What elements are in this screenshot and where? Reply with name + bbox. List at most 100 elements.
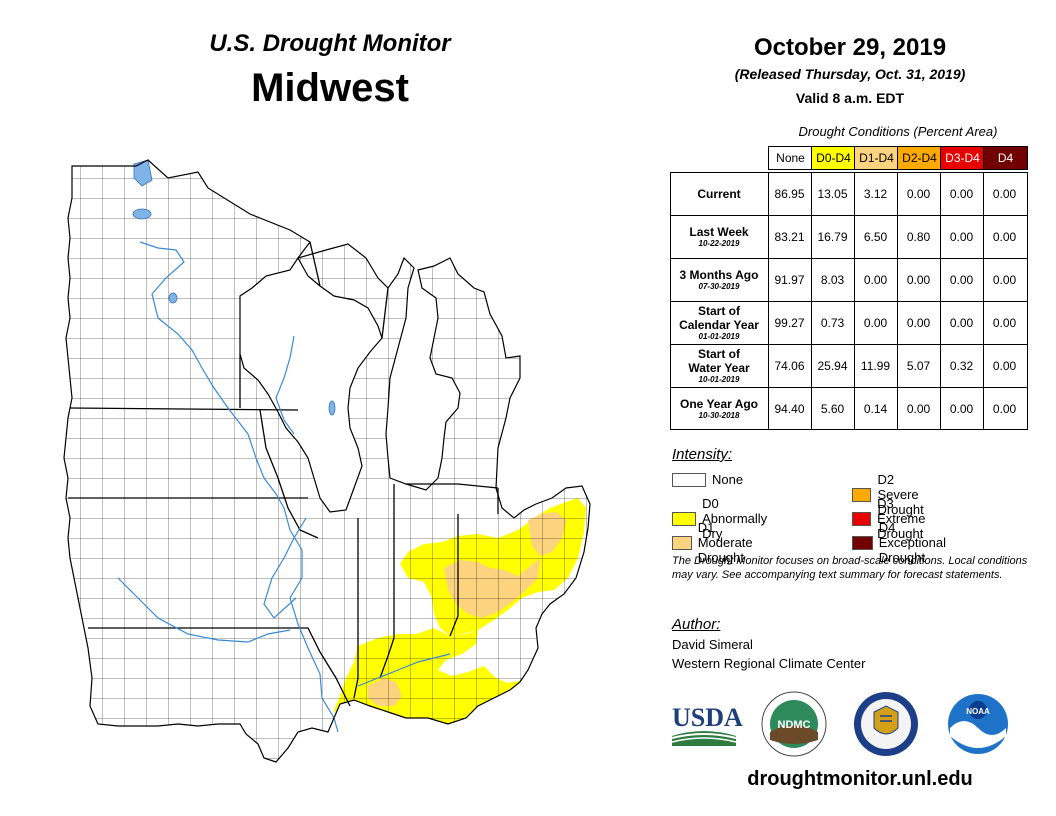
table-cell: 0.00 bbox=[906, 315, 931, 330]
row-date: 07-30-2019 bbox=[698, 282, 740, 291]
row-date: 01-01-2019 bbox=[698, 332, 740, 341]
table-cell: 0.00 bbox=[863, 272, 888, 287]
legend-item: D4 Exceptional Drought bbox=[852, 520, 959, 565]
ndmc-logo: NDMC bbox=[761, 691, 827, 757]
state-boundaries bbox=[68, 241, 499, 707]
column-header: D4 bbox=[983, 146, 1028, 170]
row-label: Last Week 10-22-2019 bbox=[670, 215, 768, 258]
d1-area-se-kentucky bbox=[494, 696, 528, 724]
table-cell: 74.06 bbox=[774, 358, 805, 373]
mille-lacs bbox=[168, 292, 178, 304]
doc-seal-logo bbox=[854, 692, 918, 756]
lake-winnebago bbox=[328, 400, 336, 416]
column-header: D3-D4 bbox=[940, 146, 985, 170]
legend-label: D2 Severe Drought bbox=[877, 472, 924, 517]
valid-time: Valid 8 a.m. EDT bbox=[795, 90, 905, 106]
author-org: Western Regional Climate Center bbox=[672, 656, 866, 671]
illinois-river bbox=[263, 517, 307, 619]
table-cell: 0.00 bbox=[906, 272, 931, 287]
row-label: Start of Calendar Year 01-01-2019 bbox=[670, 301, 768, 344]
wisconsin-river bbox=[275, 335, 295, 435]
legend-title: Intensity: bbox=[672, 446, 733, 463]
table-cell: 5.07 bbox=[906, 358, 931, 373]
legend-label: D3 Extreme Drought bbox=[877, 496, 926, 541]
legend-label: D4 Exceptional Drought bbox=[878, 520, 946, 565]
table-cell: 99.27 bbox=[774, 315, 805, 330]
table-cell: 0.00 bbox=[992, 272, 1017, 287]
website-url[interactable]: droughtmonitor.unl.edu bbox=[747, 768, 973, 790]
table-caption: Drought Conditions (Percent Area) bbox=[798, 124, 998, 139]
row-label-line: Start of bbox=[698, 304, 740, 318]
usda-logo-text: USDA bbox=[672, 703, 743, 732]
table-cell: 0.00 bbox=[992, 401, 1017, 416]
table-cell: 0.00 bbox=[906, 186, 931, 201]
legend-item: D0 Abnormally Dry bbox=[672, 496, 777, 541]
table-cell: 3.12 bbox=[863, 186, 888, 201]
noaa-logo: NOAA bbox=[948, 694, 1008, 754]
usda-logo: USDA bbox=[671, 703, 743, 746]
row-label: 3 Months Ago 07-30-2019 bbox=[670, 258, 768, 301]
row-label-line: Current bbox=[697, 186, 741, 201]
table-cell: 0.00 bbox=[992, 186, 1017, 201]
column-header: D1-D4 bbox=[854, 146, 899, 170]
legend-swatch bbox=[852, 487, 872, 502]
legend-label: D1 Moderate Drought bbox=[697, 520, 753, 565]
row-label: Current bbox=[670, 172, 768, 215]
legend-label: D0 Abnormally Dry bbox=[702, 496, 768, 541]
mississippi-river bbox=[139, 241, 339, 733]
row-label-line: Calendar Year bbox=[679, 318, 759, 332]
table-cell: 83.21 bbox=[774, 229, 805, 244]
midwest-drought-map bbox=[63, 159, 591, 763]
legend-swatch bbox=[672, 535, 692, 550]
table-cell: 0.00 bbox=[863, 315, 888, 330]
legend-item: D1 Moderate Drought bbox=[672, 520, 767, 565]
region-outline bbox=[63, 159, 591, 763]
legend-item: D2 Severe Drought bbox=[852, 472, 938, 517]
row-label: Start of Water Year 10-01-2019 bbox=[670, 344, 768, 387]
ohio-river bbox=[357, 653, 451, 687]
table-cell: 0.14 bbox=[863, 401, 888, 416]
drought-conditions-table: None D0-D4 D1-D4 D2-D4 D3-D4 D4 Current 86.95 13… bbox=[670, 146, 1028, 432]
noaa-logo-text: NOAA bbox=[966, 707, 990, 716]
legend-item: None bbox=[672, 472, 743, 487]
column-header: D2-D4 bbox=[897, 146, 942, 170]
agency-logos: USDA NDMC NOAA bbox=[671, 691, 1008, 757]
table-cell: 86.95 bbox=[774, 186, 805, 201]
table-cell: 0.00 bbox=[949, 272, 974, 287]
column-header: D0-D4 bbox=[811, 146, 856, 170]
table-cell: 0.00 bbox=[949, 401, 974, 416]
region-title: Midwest bbox=[251, 66, 409, 110]
table-cell: 6.50 bbox=[863, 229, 888, 244]
table-cell: 91.97 bbox=[774, 272, 805, 287]
row-label-line: 3 Months Ago bbox=[679, 268, 759, 282]
table-cell: 8.03 bbox=[820, 272, 845, 287]
legend-swatch bbox=[852, 511, 872, 526]
row-label-line: Water Year bbox=[688, 361, 750, 375]
row-label-line: Start of bbox=[698, 347, 740, 361]
row-label-line: Last Week bbox=[689, 225, 749, 239]
table-cell: 0.00 bbox=[949, 186, 974, 201]
disclaimer-note: The Drought Monitor focuses on broad-sca… bbox=[672, 555, 1028, 581]
table-cell: 0.73 bbox=[820, 315, 845, 330]
table-cell: 13.05 bbox=[817, 186, 848, 201]
row-label: One Year Ago 10-30-2018 bbox=[670, 387, 768, 430]
table-cell: 0.32 bbox=[949, 358, 974, 373]
legend-swatch bbox=[672, 472, 706, 487]
table-cell: 0.80 bbox=[906, 229, 931, 244]
table-cell: 16.79 bbox=[817, 229, 848, 244]
author-name: David Simeral bbox=[672, 637, 753, 652]
column-header: None bbox=[768, 146, 813, 170]
rivers bbox=[117, 241, 451, 733]
table-cell: 0.00 bbox=[992, 315, 1017, 330]
map-date: October 29, 2019 bbox=[753, 34, 947, 61]
legend-item: D3 Extreme Drought bbox=[852, 496, 940, 541]
table-cell: 0.00 bbox=[949, 229, 974, 244]
table-cell: 0.00 bbox=[949, 315, 974, 330]
table-cell: 0.00 bbox=[906, 401, 931, 416]
table-cell: 0.00 bbox=[992, 229, 1017, 244]
water-features bbox=[132, 159, 336, 416]
red-lake bbox=[132, 208, 152, 220]
table-cell: 25.94 bbox=[817, 358, 848, 373]
legend-swatch bbox=[852, 535, 873, 550]
page-title: U.S. Drought Monitor bbox=[209, 30, 451, 57]
